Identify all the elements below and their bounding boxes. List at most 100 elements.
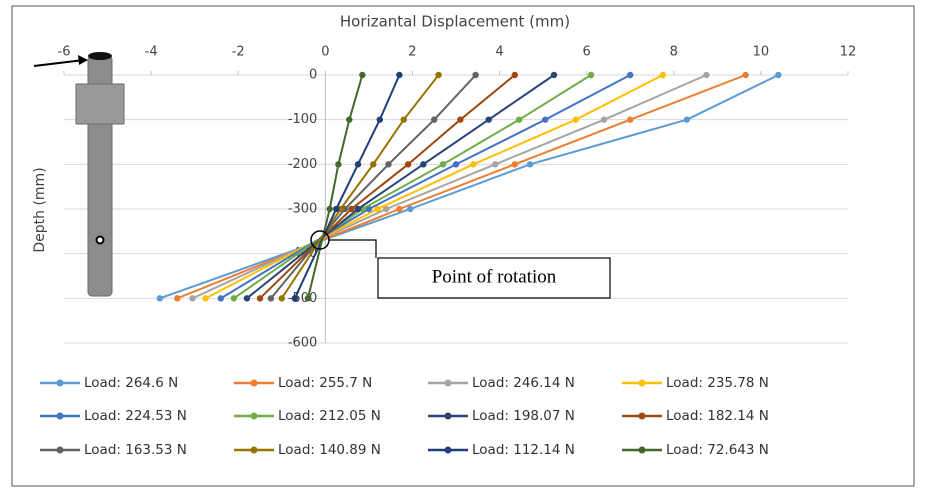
data-point	[492, 161, 499, 168]
x-tick-label: 12	[840, 45, 857, 60]
data-point	[627, 71, 634, 79]
data-point	[278, 295, 285, 302]
leader-line	[329, 239, 377, 258]
legend-label: Load: 198.07 N	[472, 408, 575, 424]
legend-marker	[444, 446, 452, 454]
x-tick-label: -2	[232, 45, 245, 60]
pile-marker	[95, 235, 105, 245]
data-point	[217, 295, 224, 302]
data-point	[572, 116, 579, 123]
data-point	[396, 205, 403, 213]
legend-marker	[444, 379, 452, 387]
load-arrow	[33, 59, 85, 67]
x-tick-label: 4	[495, 45, 503, 60]
data-point	[457, 116, 464, 123]
data-point	[431, 116, 438, 123]
data-point	[742, 71, 749, 79]
data-point	[470, 161, 477, 168]
legend-label: Load: 255.7 N	[278, 375, 372, 391]
y-tick-label: -300	[288, 202, 318, 217]
data-point	[511, 71, 518, 79]
data-point	[435, 71, 442, 79]
x-tick-label: 0	[321, 45, 329, 60]
legend-marker	[638, 379, 646, 387]
legend-marker	[56, 412, 64, 420]
data-point	[189, 295, 196, 302]
data-point	[703, 71, 710, 79]
x-tick-label: 2	[408, 45, 416, 60]
data-point	[627, 116, 634, 123]
series-line	[306, 74, 364, 299]
data-point	[376, 116, 383, 123]
data-point	[333, 205, 340, 213]
data-point	[511, 161, 518, 168]
legend-label: Load: 163.53 N	[84, 442, 187, 458]
legend-marker	[56, 379, 64, 387]
data-point	[587, 71, 595, 79]
data-point	[354, 205, 362, 213]
grid: 0-100-200-300-400-500-600-6 -4 -2 0 2 4 6 8 10 12	[58, 45, 857, 351]
legend-label: Load: 140.89 N	[278, 442, 381, 458]
data-point	[354, 161, 362, 168]
pile-head	[88, 52, 112, 60]
data-point	[452, 161, 460, 168]
y-tick-label: -100	[288, 112, 318, 127]
series-layer	[156, 71, 782, 302]
data-point	[396, 71, 403, 79]
legend-marker	[250, 379, 258, 387]
x-tick-label: -6	[58, 45, 71, 60]
x-tick-label: 6	[583, 45, 591, 60]
legend-marker	[250, 412, 258, 420]
data-point	[683, 116, 691, 123]
data-point	[485, 116, 492, 123]
data-point	[359, 71, 366, 79]
legend-marker	[638, 446, 646, 454]
legend-marker	[638, 412, 646, 420]
data-point	[326, 205, 333, 213]
legend-label: Load: 212.05 N	[278, 408, 381, 424]
pile-illustration	[33, 52, 125, 297]
data-point	[400, 116, 407, 123]
data-point	[404, 161, 412, 168]
y-axis-title: Depth (mm)	[32, 167, 48, 252]
y-tick-label: 0	[309, 68, 317, 83]
legend-label: Load: 112.14 N	[472, 442, 575, 458]
data-point	[542, 116, 549, 123]
data-point	[243, 295, 251, 302]
x-tick-label: -4	[145, 45, 158, 60]
data-point	[291, 295, 299, 302]
data-point	[472, 71, 479, 79]
data-point	[256, 295, 264, 302]
load-arrow-head	[78, 55, 88, 65]
data-point	[385, 161, 392, 168]
annotation-box	[377, 257, 611, 299]
legend-marker	[56, 446, 64, 454]
data-point	[383, 205, 390, 213]
data-point	[515, 116, 523, 123]
data-point	[346, 116, 353, 123]
annotation: Point of rotation	[310, 230, 611, 299]
data-point	[439, 161, 447, 168]
data-point	[304, 295, 312, 302]
data-point	[659, 71, 667, 79]
data-point	[370, 161, 377, 168]
data-point	[348, 205, 355, 213]
annotation-text: Point of rotation	[432, 266, 557, 287]
legend-label: Load: 235.78 N	[666, 375, 769, 391]
data-point	[600, 116, 608, 123]
data-point	[526, 161, 534, 168]
legend-label: Load: 182.14 N	[666, 408, 769, 424]
data-point	[407, 205, 414, 213]
x-tick-label: 8	[670, 45, 678, 60]
data-point	[335, 161, 342, 168]
legend-label: Load: 264.6 N	[84, 375, 178, 391]
data-point	[202, 295, 209, 302]
data-point	[775, 71, 782, 79]
data-point	[230, 295, 238, 302]
legend-label: Load: 224.53 N	[84, 408, 187, 424]
pile-collar	[75, 83, 125, 125]
data-point	[267, 295, 275, 302]
x-tick-label: 10	[753, 45, 770, 60]
data-point	[174, 295, 181, 302]
